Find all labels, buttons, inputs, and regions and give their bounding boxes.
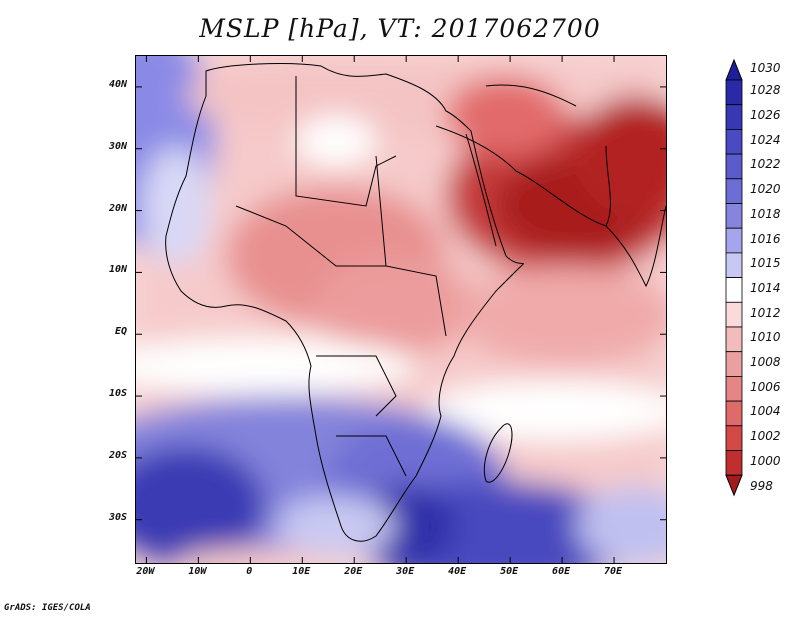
colorbar-level-label: 1024: [750, 132, 781, 147]
colorbar-cell: [725, 400, 743, 427]
colorbar-cell: [725, 425, 743, 451]
colorbar-level-label: 1022: [750, 157, 781, 172]
colorbar-cell: [725, 129, 743, 155]
lon-tick-label: 0: [246, 566, 253, 577]
colorbar: [725, 58, 743, 497]
lon-tick-label: 20E: [344, 566, 363, 577]
colorbar-level-label: 1016: [750, 231, 781, 246]
lat-tick-label: 30S: [108, 511, 127, 523]
map-panel: [135, 55, 667, 564]
lat-tick-label: 10S: [108, 388, 127, 400]
colorbar-cell: [725, 450, 743, 476]
colorbar-min-arrow: [725, 474, 743, 497]
lat-tick-label: 40N: [108, 78, 127, 90]
map-ticks: [136, 56, 666, 563]
colorbar-level-label: 1030: [750, 60, 781, 75]
lon-tick-label: 50E: [500, 566, 519, 577]
coastlines: [165, 63, 666, 542]
colorbar-cell: [725, 301, 743, 328]
lat-tick-label: 20S: [108, 449, 127, 461]
lat-tick-label: 20N: [108, 202, 127, 214]
colorbar-level-label: 1000: [750, 453, 781, 468]
colorbar-level-label: 1018: [750, 206, 781, 221]
colorbar-level-label: 1014: [750, 280, 781, 295]
colorbar-level-label: 1015: [750, 256, 781, 271]
pressure-shading: [136, 56, 666, 563]
colorbar-cell: [725, 375, 743, 402]
lon-tick-label: 10E: [292, 566, 311, 577]
pressure-field-map: [136, 56, 666, 563]
grads-credit: GrADS: IGES/COLA: [4, 603, 91, 613]
colorbar-cell: [725, 351, 743, 377]
colorbar-cell: [725, 79, 743, 106]
colorbar-level-label: 1002: [750, 429, 781, 444]
colorbar-cell: [725, 203, 743, 229]
colorbar-cell: [725, 153, 743, 180]
lon-tick-label: 40E: [448, 566, 467, 577]
colorbar-level-label: 1010: [750, 330, 781, 345]
colorbar-level-label: 1012: [750, 305, 781, 320]
colorbar-cell: [725, 326, 743, 353]
lon-tick-label: 30E: [396, 566, 415, 577]
lon-tick-label: 10W: [188, 566, 207, 577]
colorbar-level-label: 1026: [750, 108, 781, 123]
colorbar-level-label: 1004: [750, 404, 781, 419]
lat-tick-label: 10N: [108, 264, 127, 276]
colorbar-cell: [725, 252, 743, 278]
colorbar-max-arrow: [725, 58, 743, 81]
colorbar-level-label: 1028: [750, 83, 781, 98]
lon-tick-label: 70E: [604, 566, 623, 577]
colorbar-cell: [725, 178, 743, 204]
colorbar-cell: [725, 227, 743, 254]
colorbar-level-label: 1020: [750, 182, 781, 197]
lat-tick-label: EQ: [114, 326, 127, 338]
colorbar-level-label: 998: [750, 478, 773, 493]
lon-tick-label: 60E: [552, 566, 571, 577]
lon-tick-label: 20W: [136, 566, 155, 577]
colorbar-cell: [725, 277, 743, 303]
plot-title: MSLP [hPa], VT: 2017062700: [199, 14, 601, 43]
colorbar-level-label: 1006: [750, 379, 781, 394]
colorbar-level-label: 1008: [750, 355, 781, 370]
lat-tick-label: 30N: [108, 140, 127, 152]
colorbar-cell: [725, 104, 743, 130]
